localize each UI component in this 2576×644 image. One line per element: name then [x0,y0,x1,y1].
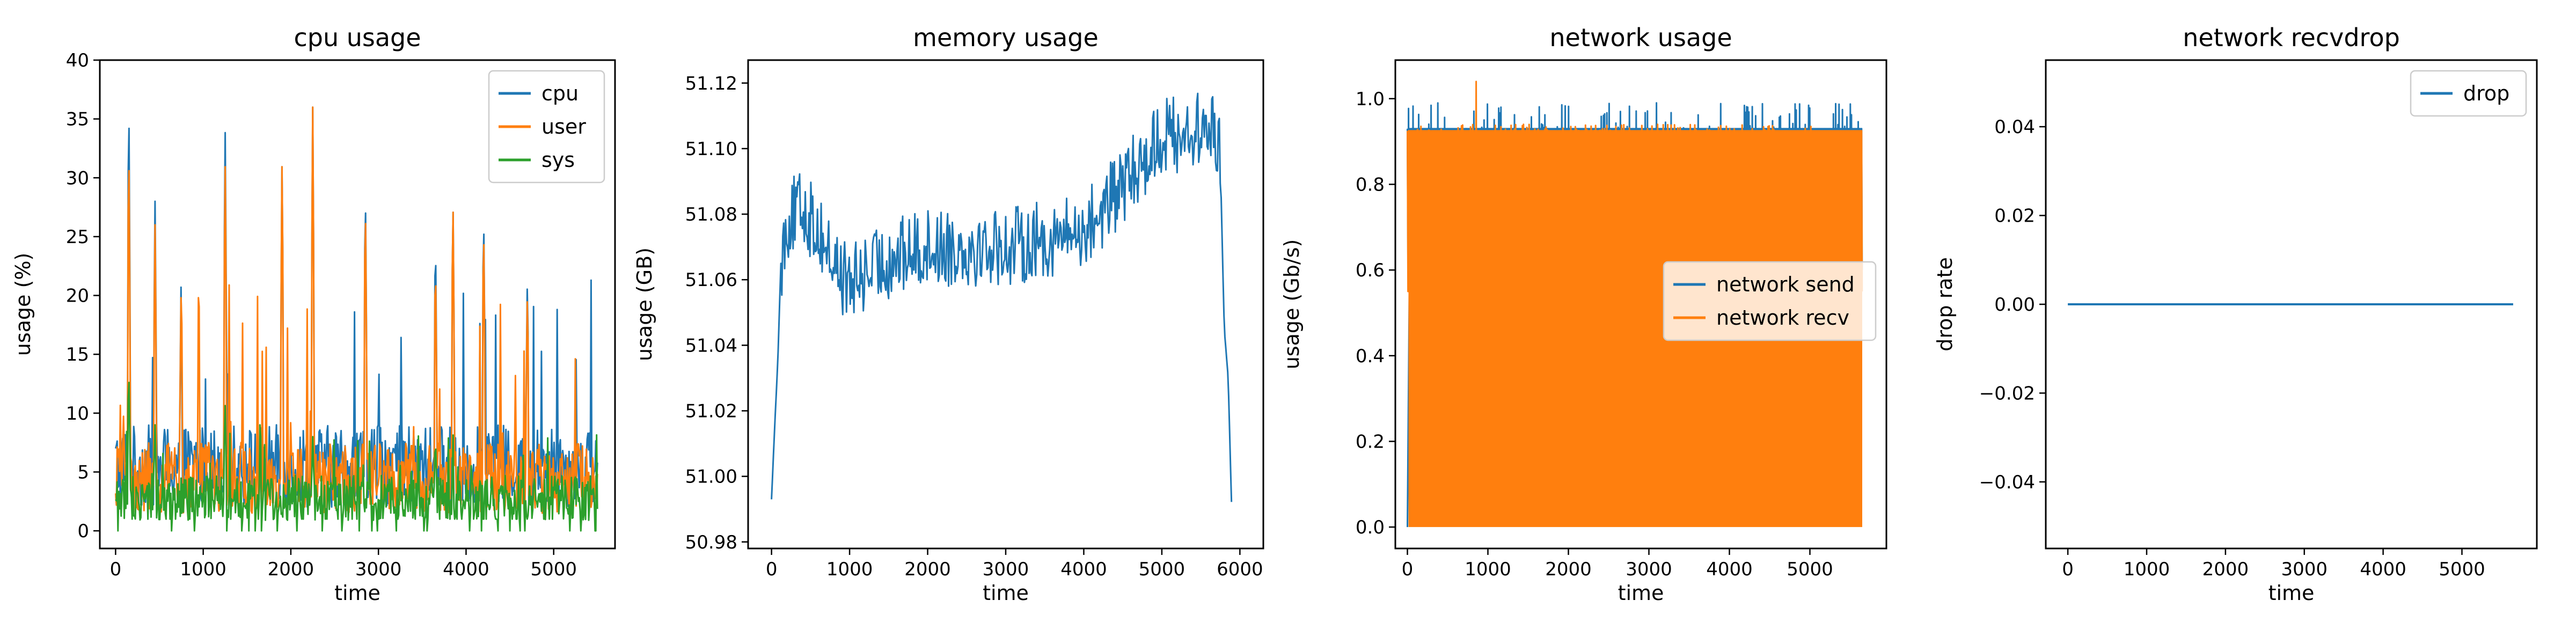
legend-label: network recv [1716,306,1849,330]
y-tick-label: 0 [77,521,89,542]
legend-label: user [541,115,586,138]
chart-panel-2: 0 1000 2000 3000 4000 5000 6000 50.98 51.00 51.02… [633,23,1264,605]
chart-title: memory usage [913,23,1099,52]
y-tick-label: 51.10 [685,138,737,160]
y-tick-label: 5 [77,462,89,483]
y-tick-label: 51.02 [685,400,737,422]
y-tick-label: 1.0 [1356,89,1385,110]
y-tick-label: 51.00 [685,466,737,488]
x-tick-label: 0 [2062,559,2074,580]
legend-box [2410,70,2527,117]
y-tick-label: 10 [66,403,89,425]
x-tick-label: 1000 [180,559,226,580]
x-axis-label: time [2268,581,2315,605]
x-tick-label: 2000 [904,559,951,580]
legend-label: sys [541,148,575,172]
x-tick-label: 3000 [355,559,402,580]
x-tick-label: 2000 [2202,559,2249,580]
y-tick-label: 35 [66,109,89,130]
x-tick-label: 6000 [1217,559,1263,580]
x-tick-label: 2000 [268,559,314,580]
series-line-memory [771,92,1233,502]
legend: drop [2410,70,2527,117]
chart-panel-3: 0 1000 2000 3000 4000 5000 0.0 0.2 0.4 0.6 0.8 1.0 n… [1280,23,1887,605]
x-tick-label: 0 [110,559,122,580]
y-tick-label: 40 [66,50,89,71]
legend-label: cpu [541,82,579,105]
y-tick-label: 0.2 [1356,431,1385,452]
axes-frame [1394,59,1887,550]
y-tick-label: −0.02 [1979,383,2035,404]
x-tick-label: 5000 [2439,559,2485,580]
plot-area [114,106,598,532]
x-tick-label: 4000 [2360,559,2406,580]
y-tick-label: 0.0 [1356,517,1385,538]
y-axis-label: usage (GB) [633,247,656,361]
x-tick-label: 0 [1402,559,1414,580]
y-tick-label: 15 [66,344,89,365]
chart-panel-1: 0 1000 2000 3000 4000 5000 0 5 10 15 20 25 30 35 40 cpu… [11,23,616,605]
x-axis-label: time [1618,581,1664,605]
series-line-network-recv [1407,80,1863,292]
x-tick-label: 1000 [1465,559,1511,580]
y-tick-label: 0.6 [1356,260,1385,281]
chart-title: network usage [1549,23,1732,52]
x-tick-label: 1000 [826,559,873,580]
y-tick-label: 0.8 [1356,174,1385,195]
legend: cpu user sys [488,70,605,184]
x-tick-label: 5000 [1139,559,1185,580]
y-tick-label: 25 [66,226,89,248]
y-tick-label: 51.08 [685,204,737,225]
y-axis-label: usage (Gb/s) [1280,239,1304,370]
x-tick-label: 1000 [2124,559,2170,580]
y-axis-label: drop rate [1933,257,1957,352]
y-tick-label: 51.12 [685,73,737,94]
y-tick-label: 20 [66,286,89,307]
x-tick-label: 4000 [1706,559,1753,580]
y-tick-label: 30 [66,167,89,189]
x-tick-label: 5000 [1787,559,1833,580]
series-line-sys [115,382,598,532]
y-tick-label: −0.04 [1979,472,2035,493]
y-axis-label: usage (%) [11,253,35,356]
y-tick-label: 0.04 [1994,116,2035,138]
x-tick-label: 3000 [1626,559,1672,580]
x-tick-label: 3000 [983,559,1029,580]
plot-area [771,92,1233,502]
x-tick-label: 2000 [1545,559,1592,580]
chart-title: network recvdrop [2183,23,2400,52]
x-axis-label: time [334,581,380,605]
legend-label: network send [1716,273,1855,296]
y-tick-label: 0.4 [1356,346,1385,367]
y-tick-label: 50.98 [685,532,737,553]
x-tick-label: 4000 [1060,559,1107,580]
y-tick-label: 0.00 [1994,294,2035,316]
axes-frame [99,59,616,550]
y-tick-label: 0.02 [1994,206,2035,227]
legend-box [1663,261,1877,341]
x-tick-label: 4000 [443,559,489,580]
legend-label: drop [2463,82,2509,105]
y-tick-label: 51.06 [685,269,737,291]
x-tick-label: 5000 [530,559,577,580]
y-tick-label: 51.04 [685,335,737,356]
legend: network send network recv [1663,261,1877,341]
legend-box [488,70,605,184]
x-tick-label: 0 [766,559,778,580]
x-tick-label: 3000 [2281,559,2328,580]
chart-title: cpu usage [294,23,421,52]
chart-panel-4: 0 1000 2000 3000 4000 5000 −0.04 −0.02 0.00 0.02 0… [1933,23,2538,605]
x-axis-label: time [983,581,1029,605]
